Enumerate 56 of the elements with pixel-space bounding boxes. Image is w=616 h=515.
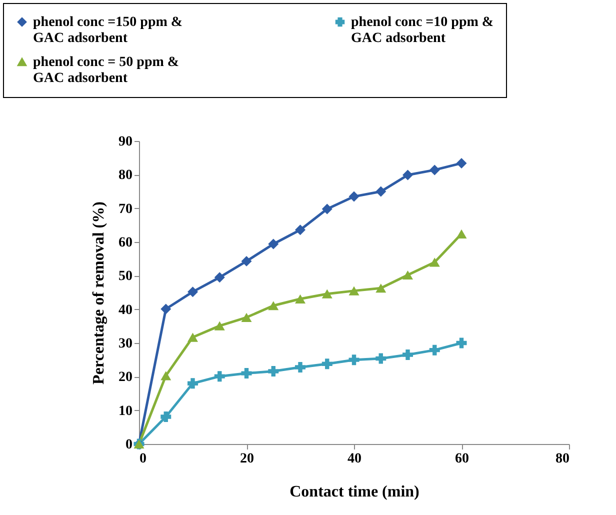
point <box>348 286 360 296</box>
point <box>402 170 413 180</box>
y-tick-label: 50 <box>118 269 132 284</box>
point <box>295 362 306 372</box>
legend-label: phenol conc =150 ppm & GAC adsorbent <box>33 15 183 46</box>
y-tick-label: 0 <box>126 438 132 452</box>
point <box>456 158 467 168</box>
y-axis-title: Percentage of removal (%) <box>90 202 108 384</box>
y-tick-label: 70 <box>118 202 132 217</box>
point <box>160 371 172 380</box>
legend-label: phenol conc = 50 ppm & GAC adsorbent <box>33 55 180 86</box>
point <box>322 358 332 370</box>
point <box>456 229 467 238</box>
point <box>241 312 252 322</box>
y-tick-label: 90 <box>118 134 132 150</box>
point <box>268 238 279 250</box>
point <box>348 354 360 366</box>
point <box>376 353 386 364</box>
point <box>214 321 225 330</box>
y-tick-label: 10 <box>118 404 132 419</box>
point <box>160 304 172 314</box>
point <box>402 350 413 360</box>
point <box>429 164 440 176</box>
point <box>429 344 440 356</box>
point <box>214 272 225 283</box>
point <box>402 270 413 280</box>
x-tick-label: 0 <box>140 452 146 466</box>
point <box>268 366 279 377</box>
point <box>160 411 172 422</box>
x-tick-label: 40 <box>348 452 362 466</box>
x-tick-label: 80 <box>556 452 570 466</box>
point <box>188 378 198 389</box>
point <box>322 204 332 214</box>
point <box>322 289 332 298</box>
x-tick-label: 60 <box>455 452 469 466</box>
point <box>295 294 306 304</box>
point <box>376 186 386 197</box>
point <box>348 191 360 202</box>
y-tick-label: 40 <box>118 302 132 318</box>
legend-label: phenol conc =10 ppm & GAC adsorbent <box>351 15 494 46</box>
y-tick-label: 30 <box>118 336 132 352</box>
point <box>295 224 306 236</box>
point <box>376 284 386 293</box>
point <box>456 338 467 348</box>
y-tick-label: 20 <box>118 370 132 386</box>
y-tick-label: 60 <box>118 236 132 250</box>
point <box>241 256 252 266</box>
y-tick-label: 80 <box>118 168 132 184</box>
point <box>268 301 279 310</box>
x-axis-title: Contact time (min) <box>290 484 420 500</box>
point <box>214 371 225 382</box>
point <box>188 286 198 298</box>
point <box>241 368 252 379</box>
point <box>429 258 440 267</box>
x-tick-label: 20 <box>240 452 254 466</box>
point <box>188 332 198 342</box>
